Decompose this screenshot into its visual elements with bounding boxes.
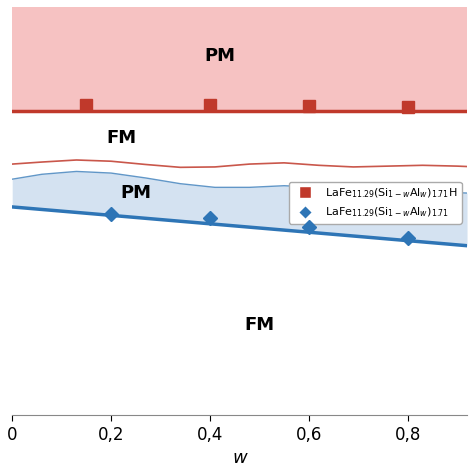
X-axis label: w: w — [232, 449, 247, 467]
Text: FM: FM — [244, 316, 274, 334]
Text: FM: FM — [106, 129, 136, 147]
Text: PM: PM — [120, 183, 151, 201]
Legend: LaFe$_{11.29}$(Si$_{1-w}$Al$_w$)$_{1.71}$H, LaFe$_{11.29}$(Si$_{1-w}$Al$_w$)$_{1: LaFe$_{11.29}$(Si$_{1-w}$Al$_w$)$_{1.71}… — [289, 182, 462, 224]
Text: PM: PM — [204, 47, 236, 65]
